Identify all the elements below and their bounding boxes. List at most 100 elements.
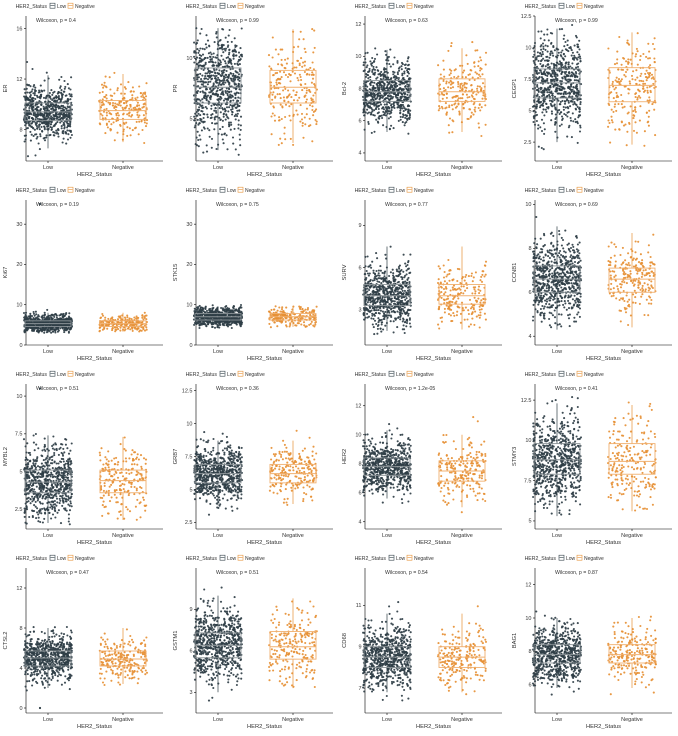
data-point [560, 28, 563, 31]
data-point [206, 81, 209, 84]
data-point [51, 323, 54, 326]
data-point [65, 115, 69, 118]
data-point [129, 105, 132, 108]
data-point [544, 108, 547, 111]
data-point [532, 50, 535, 53]
data-point [303, 64, 306, 67]
data-point [575, 58, 578, 61]
data-point [635, 131, 638, 134]
data-point [637, 94, 640, 98]
data-point [102, 110, 106, 113]
data-point [470, 94, 473, 97]
data-point [45, 112, 48, 116]
data-point [220, 107, 223, 110]
data-point [390, 106, 393, 109]
data-point [33, 84, 36, 87]
data-point [396, 96, 399, 99]
data-point [445, 112, 448, 115]
data-point [195, 110, 198, 114]
data-point [562, 92, 565, 95]
data-point [374, 71, 377, 74]
data-point [532, 100, 535, 103]
data-point [277, 82, 280, 85]
data-point [552, 99, 555, 102]
data-point [218, 47, 221, 50]
data-point [193, 126, 196, 129]
data-point [205, 309, 208, 312]
data-point [442, 59, 445, 62]
data-point [292, 46, 295, 49]
data-point [269, 87, 272, 90]
data-point [570, 88, 574, 91]
data-point [237, 55, 241, 58]
data-point [267, 54, 270, 57]
data-point [579, 98, 582, 101]
data-point [41, 129, 44, 132]
data-point [55, 328, 58, 331]
data-point [220, 83, 223, 86]
data-point [616, 68, 619, 71]
data-point [405, 108, 408, 111]
data-point [134, 108, 137, 111]
data-point [31, 328, 34, 331]
data-point [566, 39, 569, 42]
data-point [66, 124, 69, 127]
data-point [556, 87, 559, 90]
data-point [36, 117, 39, 120]
data-point [571, 112, 574, 115]
data-point [215, 56, 218, 59]
data-point [108, 112, 111, 115]
data-point [298, 120, 301, 123]
data-point [307, 73, 310, 76]
data-point [239, 53, 242, 57]
data-point [235, 71, 239, 74]
data-point [222, 79, 225, 82]
data-point [559, 61, 562, 64]
data-point [221, 58, 224, 61]
data-point [538, 62, 541, 65]
data-point [225, 79, 228, 82]
data-point [406, 71, 409, 74]
data-point [113, 92, 116, 95]
data-point [35, 137, 38, 140]
data-point [634, 82, 637, 85]
data-point [545, 91, 548, 94]
data-point [53, 315, 56, 318]
data-point [380, 114, 383, 117]
data-point [143, 329, 147, 332]
data-point [226, 40, 229, 43]
data-point [364, 99, 367, 102]
data-point [388, 110, 391, 113]
data-point [377, 73, 380, 76]
data-point [50, 128, 53, 131]
data-point [98, 122, 101, 125]
data-point [538, 106, 541, 109]
data-point [643, 82, 646, 85]
data-point [377, 104, 380, 107]
data-point [562, 108, 565, 111]
data-point [105, 111, 108, 114]
data-point [237, 153, 240, 156]
data-point [98, 91, 101, 94]
data-point [562, 34, 565, 37]
data-point [66, 324, 69, 327]
data-point [225, 106, 228, 109]
data-point [221, 138, 224, 141]
data-point [278, 70, 281, 73]
data-point [565, 135, 568, 138]
data-point [543, 87, 546, 90]
data-point [205, 107, 208, 110]
data-point [29, 139, 32, 142]
data-point [138, 114, 141, 117]
data-point [39, 112, 42, 115]
data-point [212, 82, 215, 85]
data-point [105, 94, 108, 97]
data-point [195, 48, 199, 51]
data-point [553, 95, 556, 98]
x-tick-label: Low [43, 165, 53, 171]
data-point [404, 98, 407, 101]
data-point [310, 81, 313, 84]
data-point [366, 85, 369, 88]
data-point [480, 87, 483, 90]
data-point [571, 120, 574, 123]
